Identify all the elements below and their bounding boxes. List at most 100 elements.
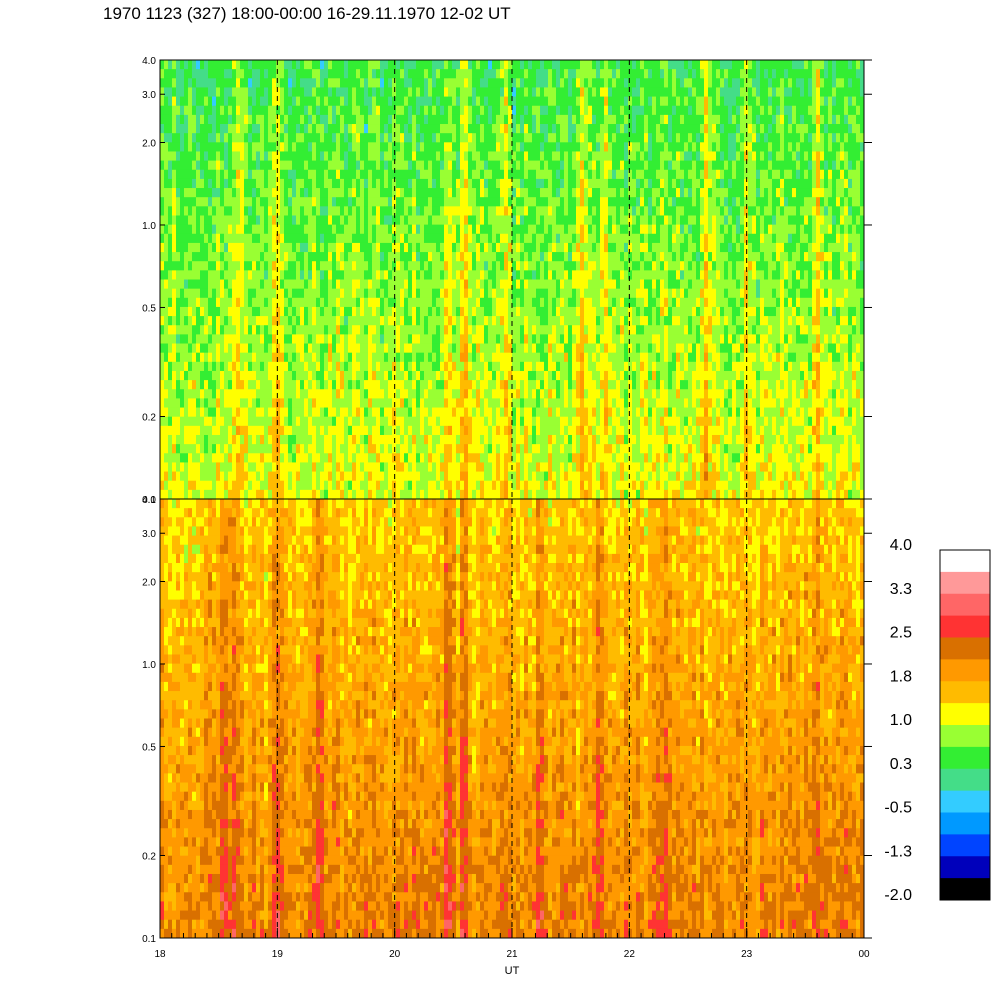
heatmap-cell	[196, 261, 201, 271]
heatmap-cell	[232, 352, 237, 363]
heatmap-cell	[192, 316, 197, 326]
heatmap-cell	[196, 114, 201, 125]
heatmap-cell	[524, 133, 529, 143]
heatmap-cell	[168, 215, 173, 226]
heatmap-cell	[216, 96, 221, 107]
heatmap-cell	[408, 489, 413, 500]
heatmap-cell	[188, 133, 193, 143]
heatmap-cell	[336, 471, 341, 482]
heatmap-cell	[440, 425, 445, 436]
heatmap-cell	[268, 160, 273, 171]
heatmap-cell	[436, 96, 441, 107]
heatmap-cell	[224, 78, 229, 88]
heatmap-cell	[380, 188, 385, 198]
heatmap-cell	[220, 398, 225, 409]
heatmap-cell	[568, 416, 573, 427]
heatmap-cell	[356, 224, 361, 235]
heatmap-cell	[312, 306, 317, 317]
heatmap-cell	[212, 444, 217, 454]
heatmap-cell	[236, 297, 241, 308]
heatmap-cell	[396, 261, 401, 271]
heatmap-cell	[544, 316, 549, 326]
heatmap-cell	[232, 279, 237, 290]
heatmap-cell	[220, 434, 225, 445]
heatmap-cell	[464, 206, 469, 216]
heatmap-cell	[504, 105, 509, 116]
heatmap-cell	[524, 297, 529, 308]
heatmap-cell	[248, 224, 253, 235]
heatmap-cell	[500, 133, 505, 143]
heatmap-cell	[172, 242, 177, 253]
heatmap-cell	[360, 334, 365, 345]
heatmap-cell	[260, 279, 265, 290]
heatmap-cell	[196, 407, 201, 418]
heatmap-cell	[484, 480, 489, 491]
heatmap-cell	[440, 444, 445, 454]
heatmap-cell	[304, 370, 309, 381]
heatmap-cell	[340, 151, 345, 162]
heatmap-cell	[496, 133, 501, 143]
heatmap-cell	[272, 188, 277, 198]
heatmap-cell	[396, 69, 401, 79]
heatmap-cell	[364, 434, 369, 445]
heatmap-cell	[536, 133, 541, 143]
heatmap-cell	[324, 316, 329, 326]
heatmap-cell	[312, 142, 317, 152]
heatmap-cell	[216, 306, 221, 317]
heatmap-cell	[292, 352, 297, 363]
heatmap-cell	[512, 160, 517, 171]
heatmap-cell	[292, 343, 297, 354]
heatmap-cell	[288, 270, 293, 280]
heatmap-cell	[176, 105, 181, 116]
heatmap-cell	[492, 370, 497, 381]
heatmap-cell	[448, 69, 453, 79]
heatmap-cell	[488, 489, 493, 500]
heatmap-cell	[368, 352, 373, 363]
heatmap-cell	[532, 178, 537, 189]
heatmap-cell	[556, 69, 561, 79]
heatmap-cell	[168, 370, 173, 381]
heatmap-cell	[532, 489, 537, 500]
heatmap-cell	[188, 87, 193, 98]
heatmap-cell	[456, 462, 461, 473]
heatmap-cell	[456, 188, 461, 198]
heatmap-cell	[560, 288, 565, 299]
heatmap-cell	[528, 96, 533, 107]
heatmap-cell	[256, 316, 261, 326]
heatmap-cell	[528, 352, 533, 363]
heatmap-cell	[512, 462, 517, 473]
heatmap-cell	[572, 288, 577, 299]
heatmap-cell	[256, 133, 261, 143]
heatmap-cell	[484, 352, 489, 363]
heatmap-cell	[496, 224, 501, 235]
heatmap-cell	[432, 434, 437, 445]
heatmap-cell	[488, 425, 493, 436]
heatmap-cell	[532, 361, 537, 372]
heatmap-cell	[480, 242, 485, 253]
heatmap-cell	[272, 352, 277, 363]
heatmap-cell	[540, 444, 545, 454]
heatmap-cell	[248, 370, 253, 381]
heatmap-cell	[288, 297, 293, 308]
heatmap-cell	[548, 489, 553, 500]
heatmap-cell	[284, 407, 289, 418]
heatmap-cell	[236, 389, 241, 399]
heatmap-cell	[364, 206, 369, 216]
heatmap-cell	[184, 87, 189, 98]
heatmap-cell	[268, 370, 273, 381]
heatmap-cell	[492, 361, 497, 372]
heatmap-cell	[208, 224, 213, 235]
heatmap-cell	[272, 462, 277, 473]
heatmap-cell	[336, 197, 341, 207]
heatmap-cell	[400, 270, 405, 280]
heatmap-cell	[232, 480, 237, 491]
heatmap-cell	[324, 352, 329, 363]
heatmap-cell	[456, 151, 461, 162]
heatmap-cell	[532, 334, 537, 345]
heatmap-cell	[468, 334, 473, 345]
heatmap-cell	[400, 233, 405, 244]
heatmap-cell	[552, 306, 557, 317]
heatmap-cell	[396, 444, 401, 454]
heatmap-cell	[344, 270, 349, 280]
heatmap-cell	[440, 325, 445, 335]
